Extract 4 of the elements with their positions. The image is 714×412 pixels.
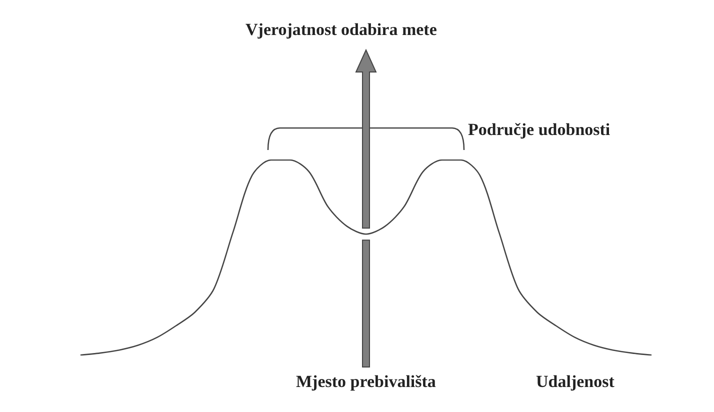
text: Područje udobnosti — [468, 120, 610, 140]
text: Mjesto prebivališta — [296, 372, 436, 392]
text: Vjerojatnost odabira mete — [246, 20, 437, 40]
x-axis-title: Udaljenost — [536, 372, 614, 392]
